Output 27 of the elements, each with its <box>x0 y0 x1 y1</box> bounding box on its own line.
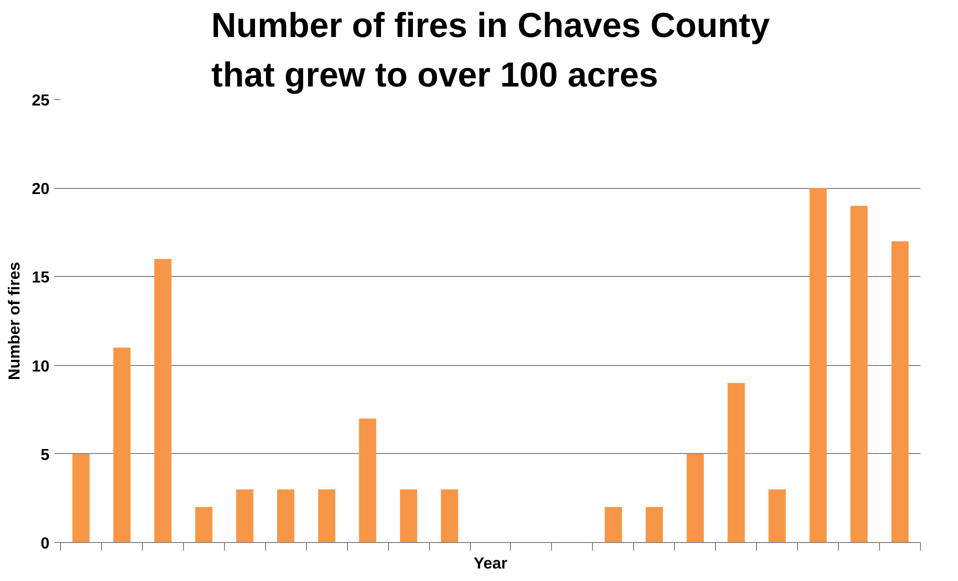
y-tick-label: 10 <box>32 358 50 376</box>
bar <box>810 188 827 542</box>
bar <box>359 418 376 542</box>
y-tick-label: 15 <box>32 270 50 287</box>
bar <box>236 489 254 542</box>
chart-title: Number of fires in Chaves County that grew to over 100 acres <box>211 7 770 94</box>
y-tick-label: 20 <box>32 181 50 198</box>
bar <box>728 383 745 542</box>
y-tick-label: 25 <box>32 92 50 110</box>
bar <box>277 489 294 542</box>
bar <box>850 206 868 542</box>
y-tick-label: 5 <box>40 446 50 464</box>
bar <box>195 507 212 542</box>
bar <box>686 454 704 542</box>
y-tick-label: 0 <box>40 536 50 552</box>
bar <box>72 454 90 542</box>
bar <box>891 241 909 542</box>
bar <box>154 258 172 542</box>
bar <box>604 507 622 542</box>
bar <box>400 489 418 542</box>
y-axis-title: Number of fires <box>6 262 24 380</box>
bar <box>318 489 336 542</box>
x-axis-title: Year <box>474 556 508 572</box>
bar <box>113 348 131 542</box>
bar <box>768 489 786 542</box>
bar <box>440 489 458 542</box>
bar <box>646 507 663 542</box>
